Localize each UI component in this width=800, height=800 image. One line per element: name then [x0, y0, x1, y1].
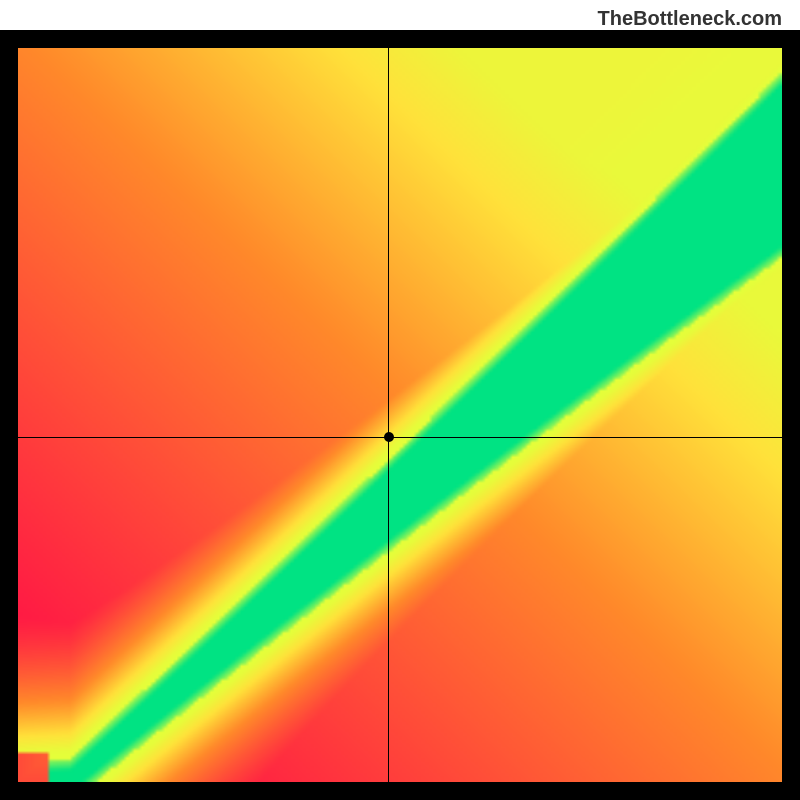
heatmap-canvas	[18, 48, 782, 782]
attribution-label: TheBottleneck.com	[598, 8, 782, 31]
root-container: TheBottleneck.com	[0, 0, 800, 800]
crosshair-horizontal	[18, 437, 782, 438]
crosshair-point	[384, 432, 394, 442]
heatmap-plot-area	[18, 48, 782, 782]
crosshair-vertical	[388, 48, 389, 782]
